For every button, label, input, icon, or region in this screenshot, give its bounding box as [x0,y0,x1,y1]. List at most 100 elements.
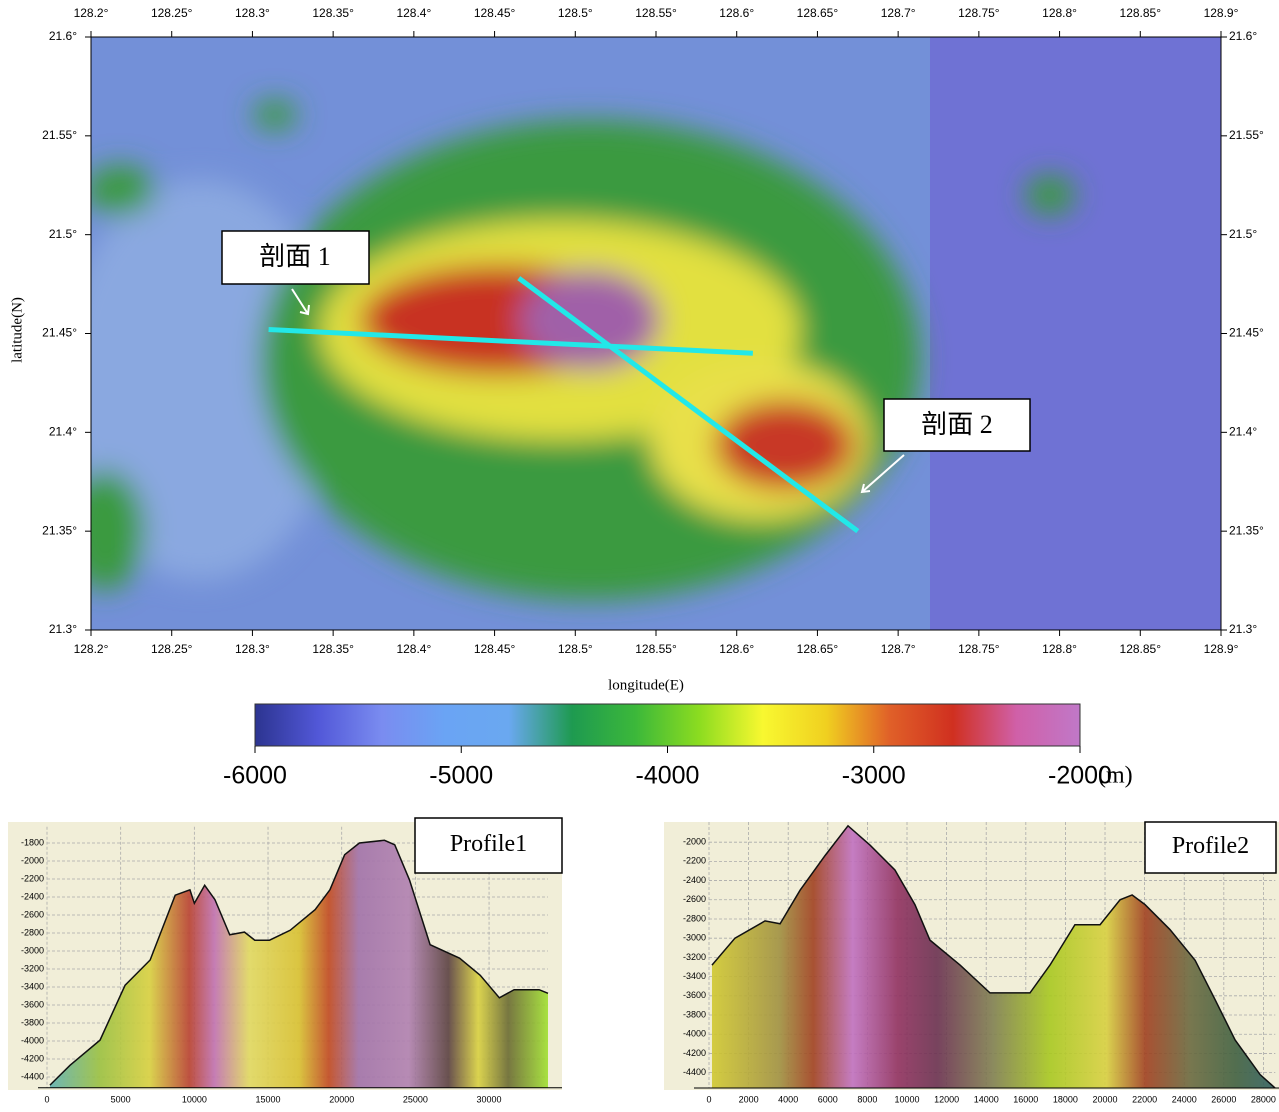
y-tick-label: -2000 [683,837,706,847]
y-tick-label: -3800 [21,1017,44,1027]
x-tick-label: 128.3° [235,6,270,20]
x-tick-label: 128.9° [1204,6,1239,20]
y-tick-label: -2800 [21,927,44,937]
y-tick-label: -3200 [21,963,44,973]
y-tick-label: -2200 [21,873,44,883]
y-tick-label: -3000 [683,933,706,943]
x-tick-label: 0 [706,1094,711,1104]
y-tick-label: 21.4° [1229,425,1257,439]
x-tick-label: 20000 [329,1094,354,1104]
y-tick-label: -4000 [21,1035,44,1045]
x-tick-label: 128.55° [635,642,677,656]
y-tick-label: -1800 [21,837,44,847]
x-tick-label: 128.75° [958,642,1000,656]
colorbar [255,704,1080,746]
y-tick-label: 21.5° [1229,227,1257,241]
y-tick-label: -3400 [21,981,44,991]
x-tick-label: 26000 [1211,1094,1236,1104]
x-tick-label: 128.85° [1120,6,1162,20]
y-tick-label: -3800 [683,1009,706,1019]
y-tick-label: -2200 [683,856,706,866]
figure: 128.2° 128.2° 128.25° 128.25° 128.3° 128.3° 12… [0,0,1279,1112]
x-tick-label: 14000 [974,1094,999,1104]
x-tick-label: 128.8° [1042,6,1077,20]
y-tick-label: 21.6° [49,29,77,43]
x-axis-label: longitude(E) [608,677,684,693]
y-tick-label: -2800 [683,913,706,923]
x-tick-label: 10000 [182,1094,207,1104]
x-tick-label: 18000 [1053,1094,1078,1104]
x-tick-label: 15000 [256,1094,281,1104]
x-tick-label: 128.3° [235,642,270,656]
x-tick-label: 128.5° [558,6,593,20]
y-tick-label: -3000 [21,945,44,955]
profile-title: Profile2 [1172,833,1249,859]
y-tick-label: 21.4° [49,425,77,439]
y-tick-label: 21.45° [42,326,77,340]
x-tick-label: 128.45° [474,6,516,20]
x-tick-label: 5000 [111,1094,131,1104]
x-tick-label: 128.5° [558,642,593,656]
x-tick-label: 128.35° [312,6,354,20]
x-tick-label: 0 [44,1094,49,1104]
colorbar-tick-label: -6000 [223,762,287,790]
x-tick-label: 128.7° [881,642,916,656]
y-tick-label: -4400 [21,1071,44,1081]
y-tick-label: -2000 [21,855,44,865]
annotation-text: 剖面 1 [259,242,331,271]
y-tick-label: 21.5° [49,227,77,241]
x-tick-label: 128.85° [1120,642,1162,656]
y-tick-label: -3400 [683,971,706,981]
y-tick-label: 21.55° [1229,128,1264,142]
x-tick-label: 28000 [1251,1094,1276,1104]
profile-title: Profile1 [450,831,527,857]
x-tick-label: 10000 [894,1094,919,1104]
y-tick-label: 21.45° [1229,326,1264,340]
x-tick-label: 128.65° [797,6,839,20]
x-tick-label: 16000 [1013,1094,1038,1104]
y-tick-label: -2600 [21,909,44,919]
x-tick-label: 128.35° [312,642,354,656]
y-tick-label: 21.3° [1229,622,1257,636]
y-tick-label: -3600 [683,990,706,1000]
y-tick-label: -2600 [683,894,706,904]
x-tick-label: 128.8° [1042,642,1077,656]
x-tick-label: 20000 [1092,1094,1117,1104]
y-tick-label: 21.6° [1229,29,1257,43]
x-tick-label: 128.25° [151,6,193,20]
colorbar-tick-label: -5000 [429,762,493,790]
x-tick-label: 128.9° [1204,642,1239,656]
x-tick-label: 128.6° [719,642,754,656]
x-tick-label: 4000 [778,1094,798,1104]
x-tick-label: 128.55° [635,6,677,20]
y-tick-label: -4000 [683,1029,706,1039]
y-tick-label: -4200 [21,1053,44,1063]
x-tick-label: 6000 [818,1094,838,1104]
x-tick-label: 2000 [739,1094,759,1104]
x-tick-label: 8000 [857,1094,877,1104]
y-tick-label: -2400 [21,891,44,901]
y-tick-label: 21.3° [49,622,77,636]
y-tick-label: 21.35° [1229,523,1264,537]
y-tick-label: -2400 [683,875,706,885]
x-tick-label: 128.2° [74,6,109,20]
y-tick-label: -4400 [683,1067,706,1077]
x-tick-label: 24000 [1172,1094,1197,1104]
annotation-text: 剖面 2 [921,410,993,439]
x-tick-label: 128.4° [396,642,431,656]
y-tick-label: -3200 [683,952,706,962]
x-tick-label: 128.25° [151,642,193,656]
relief-image [60,37,1221,630]
x-tick-label: 128.75° [958,6,1000,20]
x-tick-label: 128.4° [396,6,431,20]
y-tick-label: 21.55° [42,128,77,142]
y-axis-label: latitude(N) [9,297,25,363]
x-tick-label: 128.2° [74,642,109,656]
x-tick-label: 30000 [477,1094,502,1104]
x-tick-label: 25000 [403,1094,428,1104]
x-tick-label: 22000 [1132,1094,1157,1104]
y-tick-label: 21.35° [42,523,77,537]
x-tick-label: 128.7° [881,6,916,20]
colorbar-unit: (m) [1098,763,1133,789]
x-tick-label: 12000 [934,1094,959,1104]
